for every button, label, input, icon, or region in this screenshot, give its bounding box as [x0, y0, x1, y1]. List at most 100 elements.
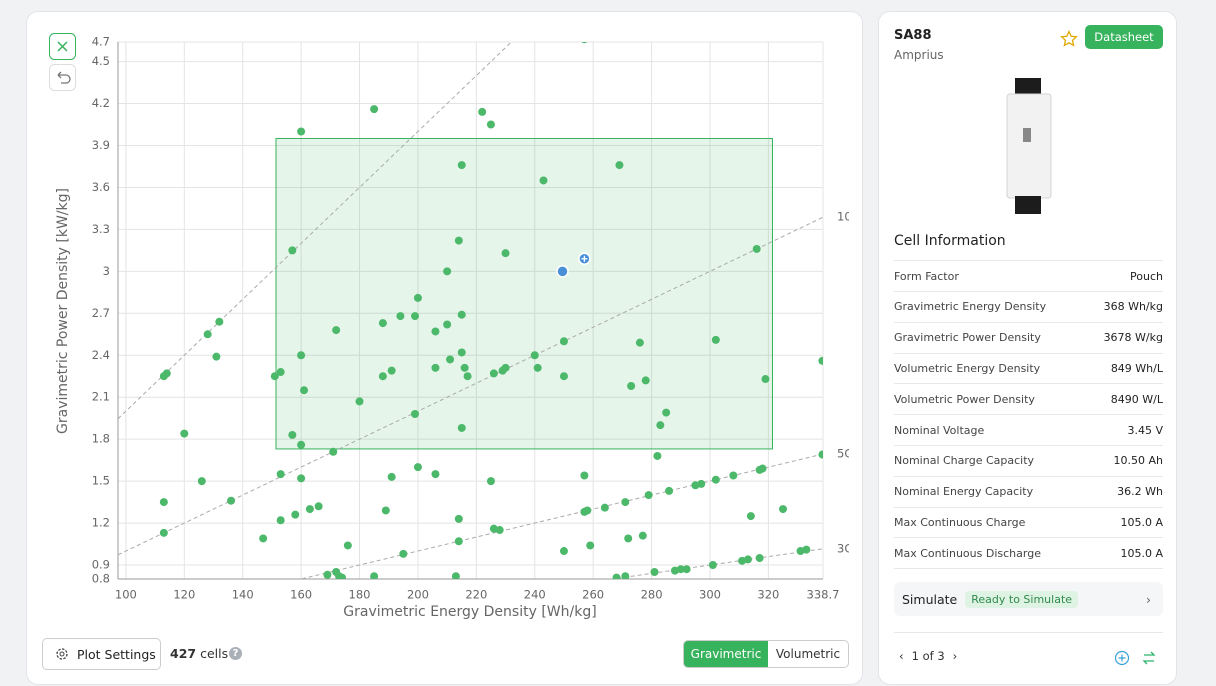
- data-point: [297, 351, 306, 360]
- data-point: [600, 503, 609, 512]
- next-page[interactable]: ›: [952, 649, 958, 663]
- data-point: [580, 507, 589, 516]
- data-point: [758, 464, 767, 473]
- data-point: [329, 447, 338, 456]
- y-tick-label: 2.7: [92, 306, 110, 320]
- info-value: 36.2 Wh: [1117, 485, 1163, 499]
- chart: Gravimetric Energy Density [Wh/kg] Gravi…: [49, 33, 849, 620]
- data-point: [159, 498, 168, 507]
- data-point: [411, 312, 420, 321]
- data-point: [212, 352, 221, 361]
- favorite-star[interactable]: [1060, 30, 1078, 48]
- data-point: [533, 363, 542, 372]
- data-point: [431, 327, 440, 336]
- data-point: [443, 320, 452, 329]
- data-point: [761, 375, 770, 384]
- info-label: Nominal Voltage: [894, 423, 985, 437]
- data-point: [559, 547, 568, 556]
- x-tick-label: 320: [757, 588, 779, 602]
- data-point: [387, 366, 396, 375]
- data-point: [288, 246, 297, 255]
- x-tick-label: 140: [232, 588, 254, 602]
- x-tick-label: 280: [641, 588, 663, 602]
- data-point: [396, 312, 405, 321]
- add-button[interactable]: [1114, 650, 1130, 666]
- pager: ‹ 1 of 3 ›: [899, 649, 957, 663]
- plot-area: [118, 42, 823, 579]
- y-tick-label: 1.8: [92, 432, 110, 446]
- data-point: [621, 498, 630, 507]
- undo-button[interactable]: [49, 64, 76, 91]
- plot-settings-button[interactable]: Plot Settings: [42, 638, 161, 670]
- info-row: Volumetric Energy Density 849 Wh/L: [894, 353, 1163, 385]
- data-point: [746, 512, 755, 521]
- data-point: [288, 430, 297, 439]
- data-point: [355, 397, 364, 406]
- rate-line: [298, 453, 823, 579]
- data-point: [460, 363, 469, 372]
- data-point: [370, 105, 379, 114]
- y-tick-label: 1.2: [92, 516, 110, 530]
- toggle-volumetric[interactable]: Volumetric: [775, 647, 841, 661]
- data-point: [291, 510, 300, 519]
- data-point: [431, 363, 440, 372]
- info-value: 8490 W/L: [1110, 392, 1163, 406]
- data-point: [457, 423, 466, 432]
- data-point: [276, 368, 285, 377]
- data-point: [411, 409, 420, 418]
- data-point: [338, 573, 346, 579]
- detail-panel: SA88 Amprius Datasheet Cell Information …: [878, 11, 1177, 685]
- y-tick-label: 3.6: [92, 180, 110, 194]
- y-axis-title: Gravimetric Power Density [kW/kg]: [55, 188, 71, 434]
- x-tick-label: 220: [465, 588, 487, 602]
- compare-button[interactable]: [1142, 651, 1156, 665]
- y-tick-label: 3.9: [92, 138, 110, 152]
- data-point: [621, 572, 630, 579]
- info-label: Gravimetric Power Density: [894, 331, 1041, 345]
- data-point: [778, 505, 787, 514]
- data-point: [711, 475, 720, 484]
- x-tick-label: 240: [524, 588, 546, 602]
- data-point: [489, 524, 498, 533]
- x-tick-label: 338.7: [807, 588, 840, 602]
- info-value: 10.50 Ah: [1113, 454, 1163, 468]
- prev-page[interactable]: ‹: [899, 649, 904, 663]
- data-point: [297, 127, 306, 136]
- info-row: Volumetric Power Density 8490 W/L: [894, 384, 1163, 416]
- panel-actions: [1114, 650, 1156, 666]
- toggle-gravimetric[interactable]: Gravimetric: [684, 641, 768, 667]
- data-point: [752, 244, 761, 253]
- y-tick-label: 2.4: [92, 348, 110, 362]
- simulate-row[interactable]: Simulate Ready to Simulate ›: [894, 582, 1163, 616]
- data-point: [332, 326, 341, 335]
- data-point: [641, 376, 650, 385]
- data-point: [180, 429, 189, 438]
- data-point: [644, 491, 653, 500]
- info-label: Volumetric Energy Density: [894, 361, 1041, 375]
- datasheet-button[interactable]: Datasheet: [1085, 25, 1163, 49]
- help-icon[interactable]: ?: [229, 647, 242, 660]
- data-point: [580, 471, 589, 480]
- status-badge: Ready to Simulate: [965, 590, 1079, 608]
- data-point: [300, 386, 309, 395]
- highlight-plus: [581, 255, 588, 262]
- rate-line-label: 10C: [837, 210, 849, 224]
- info-label: Form Factor: [894, 269, 959, 283]
- data-point: [708, 561, 717, 570]
- data-point: [454, 236, 463, 245]
- info-row: Gravimetric Energy Density 368 Wh/kg: [894, 292, 1163, 323]
- selection-box: [275, 137, 773, 450]
- data-point: [227, 496, 236, 505]
- close-button[interactable]: [49, 33, 76, 60]
- data-point: [399, 549, 408, 558]
- data-point: [627, 382, 636, 391]
- data-point: [624, 534, 633, 543]
- data-point: [463, 372, 472, 381]
- cell-count-number: 427: [170, 646, 197, 661]
- data-point: [413, 293, 422, 302]
- data-point: [530, 351, 539, 360]
- data-point: [711, 335, 720, 344]
- data-point: [457, 310, 466, 319]
- gear-icon: [56, 648, 68, 660]
